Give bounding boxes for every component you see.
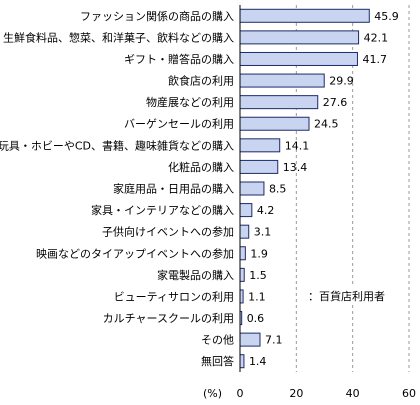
bar-5 <box>239 116 310 131</box>
legend: ：百貨店利用者 <box>305 287 405 303</box>
category-label-11: 映画などのタイアップイベントへの参加 <box>36 246 234 260</box>
bar-8 <box>239 181 265 196</box>
value-labels: 45.9 42.1 41.7 29.9 27.6 24.5 14.1 13.4 8.5 4.2 3.… <box>247 10 399 368</box>
value-label-16: 1.4 <box>249 355 267 368</box>
bar-4 <box>239 95 319 110</box>
bar-11 <box>239 246 246 261</box>
value-label-3: 29.9 <box>329 75 354 88</box>
value-label-12: 1.5 <box>249 269 267 282</box>
category-label-12: 家電製品の購入 <box>157 268 234 282</box>
category-label-2: ギフト・贈答品の購入 <box>124 52 234 66</box>
bar-12 <box>239 267 245 282</box>
bar-6 <box>239 138 281 153</box>
value-label-7: 13.4 <box>283 161 308 174</box>
value-label-1: 42.1 <box>364 31 389 44</box>
grid-layer <box>295 5 410 372</box>
category-label-0: ファッション関係の商品の購入 <box>80 9 234 23</box>
category-labels: ファッション関係の商品の購入生鮮食料品、惣菜、和洋菓子、飲料などの購入ギフト・贈… <box>0 9 234 368</box>
value-label-14: 0.6 <box>247 312 265 325</box>
bar-15 <box>239 332 261 347</box>
bar-1 <box>239 30 360 45</box>
legend-box <box>305 287 405 303</box>
value-label-4: 27.6 <box>323 96 348 109</box>
category-label-8: 家庭用品・日用品の購入 <box>113 182 234 196</box>
bar-2 <box>239 51 358 66</box>
bar-7 <box>239 159 279 174</box>
x-tick-label-20: 20 <box>289 387 303 400</box>
value-label-5: 24.5 <box>314 118 339 131</box>
category-label-6: 玩具・ホビーやCD、書籍、趣味雑貨などの購入 <box>0 138 234 152</box>
category-label-9: 家具・インテリアなどの購入 <box>91 203 234 217</box>
value-label-0: 45.9 <box>374 10 399 23</box>
category-label-15: その他 <box>201 334 234 347</box>
bar-0 <box>239 8 370 23</box>
category-label-13: ビューティサロンの利用 <box>114 290 234 303</box>
x-axis-unit-label: (%) <box>203 387 222 400</box>
x-tick-label-60: 60 <box>402 387 416 400</box>
x-tick-label-0: 0 <box>237 387 244 400</box>
value-label-2: 41.7 <box>362 53 387 66</box>
value-label-13: 1.1 <box>248 290 266 303</box>
value-label-8: 8.5 <box>269 183 287 196</box>
bar-10 <box>239 224 250 239</box>
value-label-6: 14.1 <box>285 139 310 152</box>
category-label-1: 生鮮食料品、惣菜、和洋菓子、飲料などの購入 <box>3 30 234 44</box>
category-label-3: 飲食店の利用 <box>168 74 234 88</box>
legend-entry: ：百貨店利用者 <box>308 289 385 303</box>
axis-layer: 0 20 40 60 <box>237 5 416 400</box>
category-label-10: 子供向けイベントへの参加 <box>102 225 234 239</box>
category-label-7: 化粧品の購入 <box>168 160 234 174</box>
x-tick-label-40: 40 <box>346 387 360 400</box>
category-label-5: バーゲンセールの利用 <box>124 118 234 131</box>
category-label-16: 無回答 <box>201 354 234 368</box>
bar-3 <box>239 73 325 88</box>
bar-9 <box>239 203 253 218</box>
value-label-15: 7.1 <box>265 334 283 347</box>
value-label-11: 1.9 <box>250 247 268 260</box>
category-label-14: カルチャースクールの利用 <box>103 312 234 325</box>
bars-layer <box>239 8 370 369</box>
bar-16 <box>239 354 245 369</box>
category-label-4: 物産展などの利用 <box>146 95 234 109</box>
value-label-10: 3.1 <box>254 226 272 239</box>
value-label-9: 4.2 <box>257 204 275 217</box>
